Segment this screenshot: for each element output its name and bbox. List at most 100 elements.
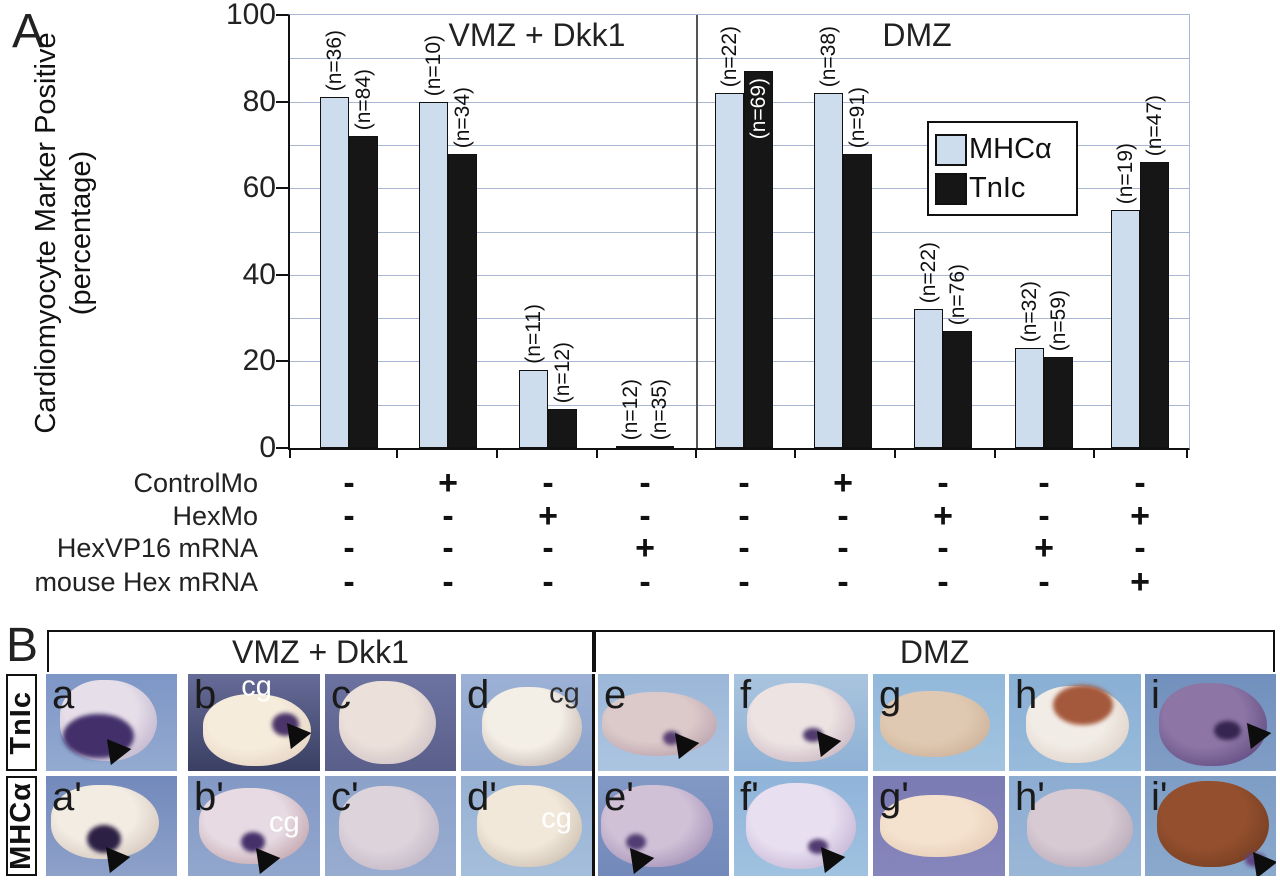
condition-sign: + (1130, 497, 1150, 535)
condition-sign: + (438, 464, 458, 502)
bar-tnic-pair-1 (349, 136, 378, 448)
bar-tnic-pair-5 (744, 71, 773, 448)
n-count-label: (n=32) (1017, 280, 1041, 342)
x-tick-mark (1093, 450, 1095, 458)
n-count-label: (n=10) (421, 34, 445, 96)
photo-label: e' (604, 776, 634, 819)
condition-sign: + (833, 464, 853, 502)
embryo-photo-i2: i' (1145, 776, 1276, 876)
bar-tnic-pair-7 (943, 331, 972, 448)
condition-sign: - (738, 563, 750, 601)
condition-sign: - (1134, 529, 1146, 567)
embryo-blob (747, 682, 855, 763)
condition-sign: - (343, 497, 355, 535)
stain-spot (86, 825, 121, 853)
embryo-blob (746, 783, 856, 869)
y-tick-label: 60 (242, 171, 276, 205)
n-count-label: (n=91) (845, 86, 869, 148)
n-count-label: (n=22) (717, 25, 741, 87)
panel-b-group-divider (592, 674, 595, 876)
bar-tnic-pair-2 (448, 154, 477, 448)
stain-spot (1214, 720, 1241, 740)
n-count-label: (n=76) (945, 263, 969, 325)
gridline (290, 58, 1189, 60)
legend-swatch-mhca (935, 133, 967, 166)
embryo-blob (339, 786, 439, 870)
stain-spot (808, 838, 829, 854)
photo-label: c' (331, 776, 359, 819)
legend-entry-mhca: MHCα (935, 130, 1070, 169)
embryo-photo-b2: cg b' (188, 776, 320, 876)
x-tick-mark (994, 450, 996, 458)
embryo-photo-c: c (325, 674, 456, 771)
condition-sign: - (837, 497, 849, 535)
panel-b-group-dmz: DMZ (594, 630, 1275, 672)
x-tick-mark (496, 450, 498, 458)
group-title-dmz: DMZ (882, 17, 952, 53)
condition-sign: - (837, 563, 849, 601)
n-count-label: (n=11) (521, 304, 545, 364)
bar-mhca-pair-7 (914, 309, 943, 448)
x-tick-mark (1186, 450, 1188, 458)
y-tick-label: 80 (242, 84, 276, 118)
embryo-blob (600, 785, 714, 867)
y-tick-label: 0 (259, 431, 276, 464)
embryo-blob (339, 680, 437, 765)
x-tick-mark (695, 450, 697, 458)
embryo-blob (481, 686, 582, 767)
photo-label: a (52, 674, 75, 717)
x-tick-mark (289, 450, 291, 458)
stain-spot (662, 730, 680, 746)
n-count-label: (n=19) (1113, 142, 1137, 204)
bar-mhca-pair-2 (419, 102, 448, 448)
condition-sign: - (738, 464, 750, 502)
condition-sign: - (639, 497, 651, 535)
embryo-photo-c2: c' (325, 776, 456, 876)
condition-sign: - (937, 464, 949, 502)
condition-sign: - (442, 563, 454, 601)
stain-spot (1244, 853, 1266, 867)
x-tick-mark (894, 450, 896, 458)
condition-sign: - (542, 529, 554, 567)
legend-label-mhca: MHCα (969, 133, 1052, 165)
n-count-label: (n=12) (618, 378, 642, 440)
chart-group-divider (696, 15, 698, 448)
condition-sign: - (1038, 464, 1050, 502)
embryo-photo-a2: a' (46, 776, 177, 876)
cement-gland-label: cg (541, 802, 572, 835)
stain-spot (803, 727, 824, 743)
photo-label: c (331, 674, 351, 717)
panel-b-group-vmz-dkk1: VMZ + Dkk1 (47, 630, 594, 672)
condition-sign: + (538, 497, 558, 535)
embryo-photo-a: a (46, 674, 177, 771)
y-axis-title-line2: (percentage) (64, 150, 97, 316)
x-tick-mark (396, 450, 398, 458)
embryo-blob (1159, 682, 1267, 767)
n-count-label: (n=35) (647, 378, 671, 440)
y-tick-mark (276, 100, 288, 103)
cement-gland-label: cg (269, 806, 300, 839)
embryo-photo-e2: e' (598, 776, 729, 876)
embryo-blob (1027, 789, 1134, 867)
stain-spot (1052, 684, 1114, 726)
condition-row-label: mouse Hex mRNA (34, 567, 258, 597)
bar-tnic-pair-4 (645, 446, 674, 448)
embryo-photo-f2: f' (734, 776, 868, 876)
condition-sign: - (1134, 464, 1146, 502)
photo-label: b' (194, 776, 224, 819)
condition-sign: - (442, 497, 454, 535)
condition-sign: - (937, 529, 949, 567)
bar-tnic-pair-6 (843, 154, 872, 448)
condition-row-label: HexVP16 mRNA (56, 533, 258, 563)
photo-label: f' (740, 776, 759, 819)
x-tick-mark (794, 450, 796, 458)
y-tick-label: 40 (242, 257, 276, 291)
y-tick-label: 100 (225, 0, 276, 31)
n-count-label: (n=34) (450, 86, 474, 148)
stain-spot (63, 713, 134, 759)
stain-spot (272, 712, 299, 737)
bar-mhca-pair-6 (814, 93, 843, 448)
y-axis-title: Cardiomyocyte Marker Positive (percentag… (29, 0, 103, 475)
embryo-blob (601, 692, 718, 757)
